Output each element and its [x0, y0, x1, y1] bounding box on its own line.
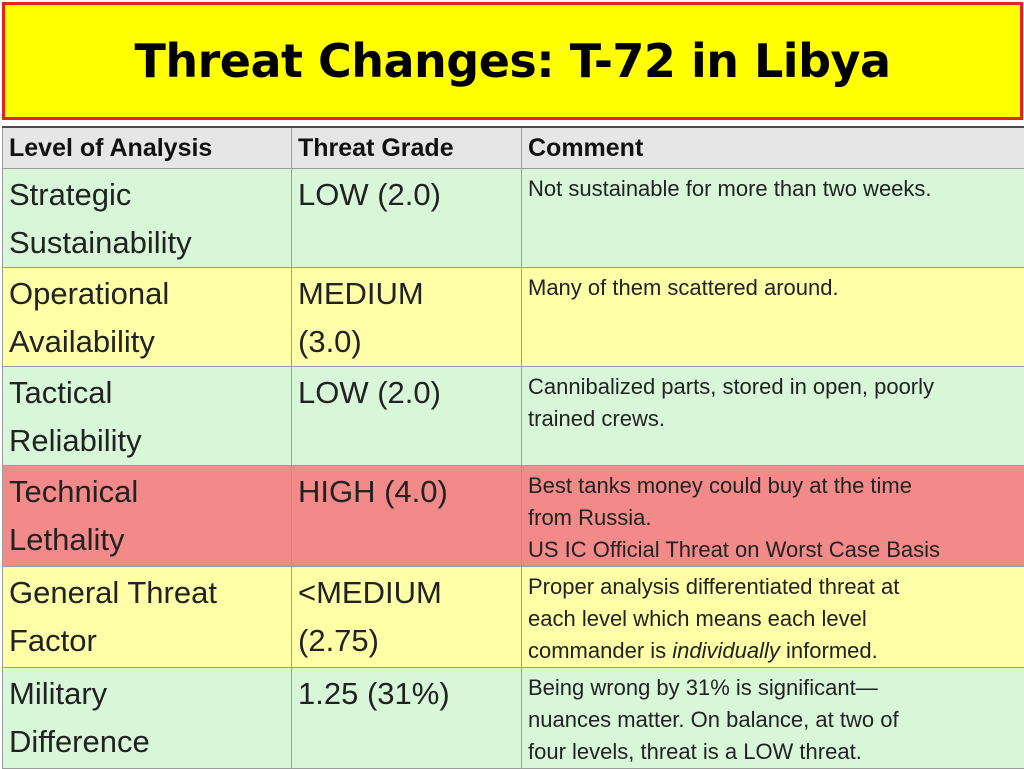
level-cell: Strategic Sustainability	[3, 169, 292, 268]
grade-text: (2.75)	[298, 617, 521, 665]
level-cell: Operational Availability	[3, 268, 292, 367]
level-text: Factor	[9, 617, 291, 665]
comment-text: Being wrong by 31% is significant—	[528, 672, 1024, 704]
table-row: Military Difference 1.25 (31%) Being wro…	[3, 668, 1024, 769]
grade-cell: LOW (2.0)	[292, 169, 522, 268]
comment-cell: Many of them scattered around.	[522, 268, 1024, 367]
table-row: Operational Availability MEDIUM (3.0) Ma…	[3, 268, 1024, 367]
threat-table: Level of Analysis Threat Grade Comment S…	[2, 126, 1024, 769]
level-text: Tactical	[9, 369, 291, 417]
grade-text: <MEDIUM	[298, 569, 521, 617]
level-cell: General Threat Factor	[3, 567, 292, 668]
grade-text: LOW (2.0)	[298, 369, 521, 417]
grade-text: HIGH (4.0)	[298, 468, 521, 516]
grade-cell: LOW (2.0)	[292, 367, 522, 466]
comment-cell: Proper analysis differentiated threat at…	[522, 567, 1024, 668]
comment-cell: Being wrong by 31% is significant— nuanc…	[522, 668, 1024, 769]
level-cell: Technical Lethality	[3, 466, 292, 567]
grade-cell: <MEDIUM (2.75)	[292, 567, 522, 668]
grade-text: 1.25 (31%)	[298, 670, 521, 718]
comment-text: commander is	[528, 638, 672, 663]
threat-table-container: Level of Analysis Threat Grade Comment S…	[2, 126, 1024, 768]
table-row: General Threat Factor <MEDIUM (2.75) Pro…	[3, 567, 1024, 668]
level-text: Sustainability	[9, 219, 291, 267]
grade-text: LOW (2.0)	[298, 171, 521, 219]
level-text: Lethality	[9, 516, 291, 564]
comment-text: nuances matter. On balance, at two of	[528, 704, 1024, 736]
comment-text: Best tanks money could buy at the time	[528, 470, 1024, 502]
comment-text: Not sustainable for more than two weeks.	[528, 173, 1024, 205]
level-text: Technical	[9, 468, 291, 516]
level-text: Difference	[9, 718, 291, 766]
title-banner: Threat Changes: T-72 in Libya	[2, 2, 1023, 120]
table-row: Tactical Reliability LOW (2.0) Cannibali…	[3, 367, 1024, 466]
comment-text: from Russia.	[528, 502, 1024, 534]
comment-cell: Best tanks money could buy at the time f…	[522, 466, 1024, 567]
header-grade: Threat Grade	[292, 127, 522, 169]
comment-text: Cannibalized parts, stored in open, poor…	[528, 371, 1024, 403]
comment-text: four levels, threat is a LOW threat.	[528, 736, 1024, 768]
comment-emphasis: individually	[672, 638, 780, 663]
header-comment: Comment	[522, 127, 1024, 169]
grade-cell: MEDIUM (3.0)	[292, 268, 522, 367]
level-text: General Threat	[9, 569, 291, 617]
comment-text: Many of them scattered around.	[528, 272, 1024, 304]
table-row: Strategic Sustainability LOW (2.0) Not s…	[3, 169, 1024, 268]
comment-text: each level which means each level	[528, 603, 1024, 635]
table-header-row: Level of Analysis Threat Grade Comment	[3, 127, 1024, 169]
comment-text: Proper analysis differentiated threat at	[528, 571, 1024, 603]
comment-cell: Not sustainable for more than two weeks.	[522, 169, 1024, 268]
grade-cell: 1.25 (31%)	[292, 668, 522, 769]
grade-text: (3.0)	[298, 318, 521, 366]
level-cell: Tactical Reliability	[3, 367, 292, 466]
header-level: Level of Analysis	[3, 127, 292, 169]
level-cell: Military Difference	[3, 668, 292, 769]
level-text: Military	[9, 670, 291, 718]
level-text: Availability	[9, 318, 291, 366]
table-row: Technical Lethality HIGH (4.0) Best tank…	[3, 466, 1024, 567]
level-text: Reliability	[9, 417, 291, 465]
comment-text: informed.	[780, 638, 878, 663]
comment-cell: Cannibalized parts, stored in open, poor…	[522, 367, 1024, 466]
comment-text: trained crews.	[528, 403, 1024, 435]
level-text: Operational	[9, 270, 291, 318]
comment-text: US IC Official Threat on Worst Case Basi…	[528, 534, 1024, 566]
grade-text: MEDIUM	[298, 270, 521, 318]
comment-text-mixed: commander is individually informed.	[528, 635, 1024, 667]
grade-cell: HIGH (4.0)	[292, 466, 522, 567]
level-text: Strategic	[9, 171, 291, 219]
page-title: Threat Changes: T-72 in Libya	[134, 34, 890, 88]
